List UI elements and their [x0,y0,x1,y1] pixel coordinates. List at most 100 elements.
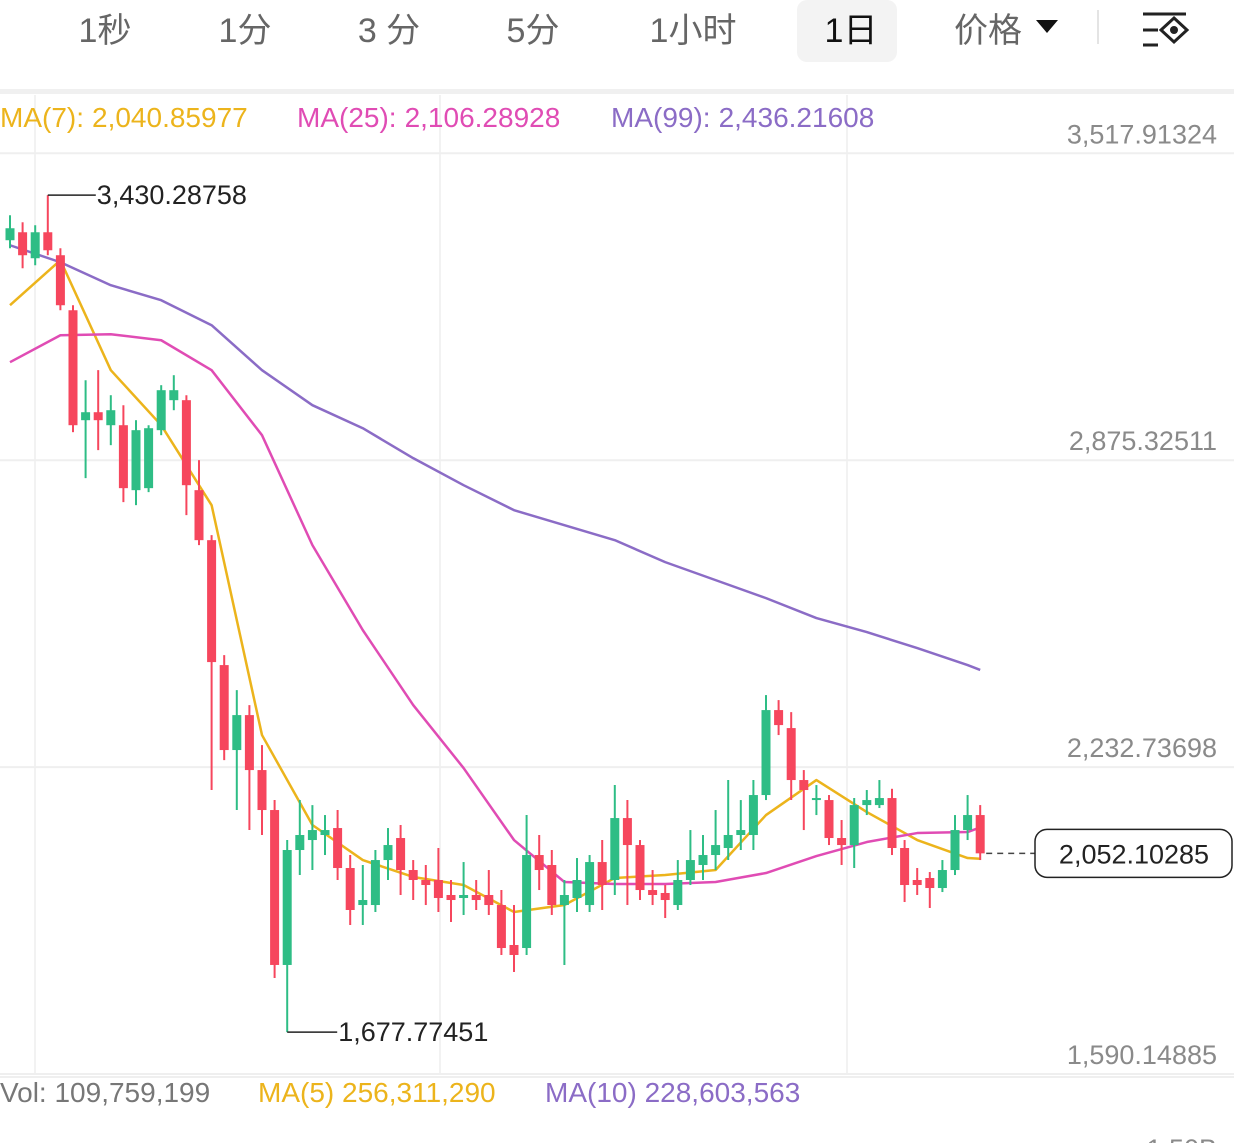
y-tick-label: 2,232.73698 [1067,733,1217,763]
candle-body [156,390,166,431]
candle-body [55,255,65,306]
candle-body [711,845,721,856]
time-tab[interactable]: 价格 [954,12,1022,50]
last-price-box [1034,828,1233,879]
y-tick-label: 3,517.91324 [1067,119,1217,149]
candles [5,195,985,1033]
candle-body [761,710,771,796]
candle-body [648,890,658,895]
candle-body [509,945,519,955]
time-tab[interactable]: 1日 [825,12,878,50]
candle-body [144,428,154,489]
candle-body [459,894,469,899]
candle-body [786,728,796,781]
candle-body [673,880,683,906]
candle-body [975,815,985,854]
candle-body [559,894,569,906]
ma-line [9,244,981,672]
last-price-label: 2,052.10285 [1059,839,1209,869]
candle-body [522,855,532,949]
candle-body [950,830,960,871]
candle-body [358,900,368,906]
candle-body [685,860,695,881]
candle-body [68,310,78,426]
candle-body [131,430,141,491]
y-tick-label: 1,590.14885 [1067,1040,1217,1070]
high-label: 3,430.28758 [97,180,247,210]
candle-body [748,795,758,836]
overlay: 3,430.28758 1,677.77451 2,052.10285 [47,180,1233,1047]
candle-body [295,835,305,851]
candle-body [320,830,330,836]
candle-body [396,838,406,871]
candle-body [43,232,53,251]
candle-body [887,798,897,849]
candle-body [5,228,15,241]
candle-body [471,894,481,901]
candle-body [118,425,128,489]
candle-body [585,862,595,906]
time-tab[interactable]: 3 分 [358,12,420,50]
time-tab[interactable]: 1分 [219,12,272,50]
candle-body [774,710,784,726]
candle-body [18,232,28,256]
candle-body [496,905,506,949]
candle-body [484,894,494,906]
time-tab[interactable]: 5分 [507,12,560,50]
candle-body [333,828,343,869]
volume-legend: Vol: 109,759,199 [0,1077,210,1108]
candle-body [307,830,317,841]
time-tab[interactable]: 1小时 [650,12,737,50]
candle-body [169,390,179,401]
candle-body [207,540,217,663]
candle-body [622,818,632,846]
candle-body [660,892,670,901]
candle-body [30,232,40,259]
legend-value: 2,436.21608 [719,102,875,133]
candle-body [244,715,254,771]
candle-body [534,855,544,871]
candle-body [572,880,582,899]
candle-body [925,877,935,889]
selected-tab-bg [797,0,897,62]
candle-body [610,818,620,881]
header-separator [0,89,1234,94]
candle-body [963,815,973,831]
candle-body [723,835,733,849]
candle-body [106,410,116,426]
settings-icon[interactable] [1143,12,1190,47]
candle-body [383,845,393,861]
candle-body [345,868,355,910]
dropdown-arrow [1036,20,1058,33]
legend-value: 2,040.85977 [92,102,248,133]
candle-body [81,412,91,421]
candle-body [93,412,103,421]
legend-name: MA(25): [297,102,397,133]
candle-body [181,400,191,486]
ma-legend: MA(25): 2,106.28928 [297,102,560,133]
candle-body [547,865,557,906]
candle-body [219,665,229,751]
candle-body [937,870,947,889]
low-label: 1,677.77451 [338,1017,488,1047]
candle-body [257,770,267,811]
legend-value: 2,106.28928 [405,102,561,133]
candle-body [874,798,884,806]
candle-body [698,855,708,866]
grid: 3,517.91324 2,875.32511 2,232.73698 1,590.1… [0,119,1234,1075]
legend-name: MA(99): [611,102,711,133]
volume-axis-label: 1.50B [1146,1134,1217,1143]
candle-body [849,805,859,846]
candle-body [912,880,922,886]
candle-body [194,490,204,541]
ma-line [9,332,981,886]
candle-body [270,810,280,965]
volume-legend: MA(5) 256,311,290 [258,1077,496,1108]
time-tab[interactable]: 1秒 [79,12,132,50]
ma-legend: MA(7): 2,040.85977 [0,102,248,133]
candle-body [736,830,746,836]
candle-body [900,848,910,886]
candle-body [370,860,380,906]
